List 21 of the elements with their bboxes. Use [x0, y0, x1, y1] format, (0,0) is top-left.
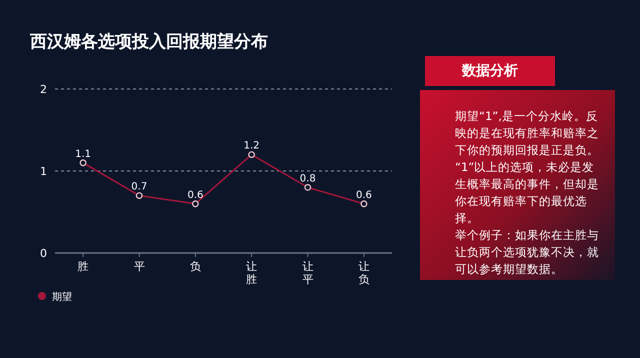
- x-tick-label: 让胜: [246, 260, 258, 286]
- legend-label: 期望: [52, 291, 72, 303]
- x-tick-label: 平: [134, 260, 145, 273]
- text: 举个例子：如果你在主胜与让负两个选项犹豫不决，就可以参考期望数据。: [455, 227, 600, 278]
- chart-title: 西汉姆各选项投入回报期望分布: [29, 32, 268, 52]
- data-label: 0.6: [187, 190, 204, 201]
- x-tick-label: 让负: [358, 260, 370, 286]
- data-label: 0.8: [300, 173, 316, 184]
- data-label: 1.1: [75, 148, 92, 160]
- y-tick-label: 2: [40, 83, 47, 96]
- data-label: 0.7: [131, 182, 148, 193]
- x-tick-label: 胜: [78, 260, 89, 273]
- y-tick-label: 0: [40, 247, 47, 260]
- text: 期望“1”,是一个分水岭。反映的是在现有胜率和赔率之下你的预期回报是正是负。: [455, 108, 600, 159]
- data-label: 0.6: [356, 190, 372, 201]
- x-tick-label: 让平: [302, 260, 314, 286]
- data-label: 1.2: [244, 140, 260, 152]
- y-tick-label: 1: [40, 165, 47, 178]
- text: “1”以上的选项，未必是发生概率最高的事件，但却是你在现有赔率下的最优选择。: [455, 159, 600, 227]
- text: 数据分析: [425, 56, 555, 86]
- x-tick-label: 负: [190, 260, 201, 273]
